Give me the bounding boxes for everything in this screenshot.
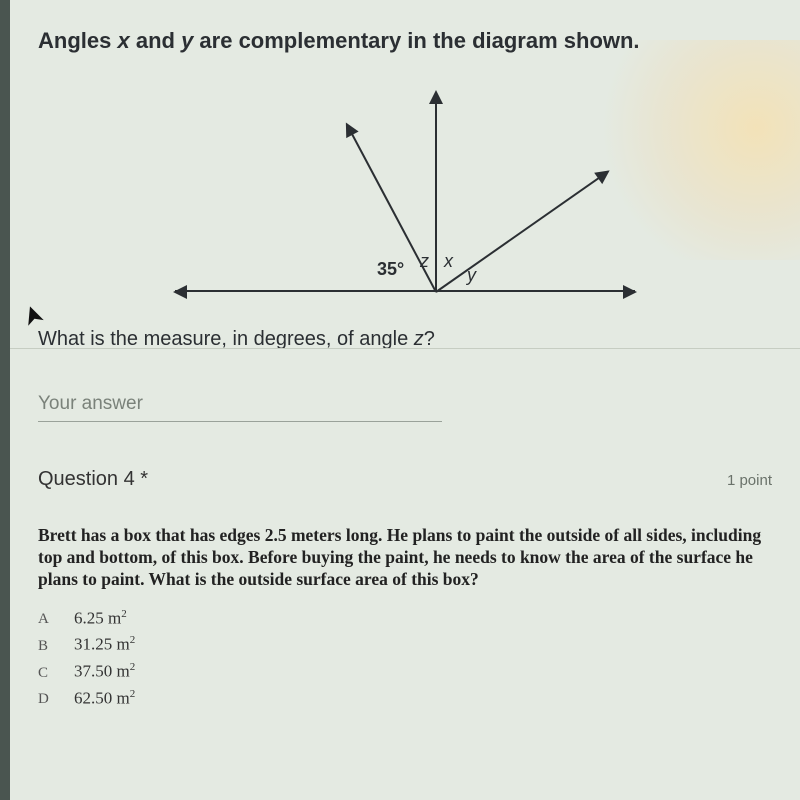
arrowhead-icon bbox=[340, 119, 359, 138]
diagram-container: 35° z x y bbox=[38, 62, 772, 302]
answer-input[interactable]: Your answer bbox=[38, 393, 442, 422]
option-value: 31.25 m2 bbox=[74, 634, 135, 655]
q4-points: 1 point bbox=[727, 472, 772, 489]
ray-90 bbox=[435, 92, 437, 292]
option-a[interactable]: A 6.25 m2 bbox=[38, 605, 772, 632]
ray-35 bbox=[435, 171, 608, 293]
angle-diagram: 35° z x y bbox=[175, 62, 635, 302]
q3-var-y: y bbox=[181, 28, 193, 53]
q4-options: A 6.25 m2 B 31.25 m2 C 37.50 m2 D 62.50 … bbox=[38, 605, 772, 712]
q4-paragraph: Brett has a box that has edges 2.5 meter… bbox=[38, 525, 772, 591]
option-value: 62.50 m2 bbox=[74, 688, 135, 709]
q3-stem-mid: and bbox=[130, 28, 181, 53]
option-letter: A bbox=[38, 611, 56, 628]
baseline bbox=[175, 290, 635, 292]
q3-sub-post: ? bbox=[424, 328, 435, 350]
divider bbox=[10, 348, 800, 349]
q4-heading: Question 4 * bbox=[38, 468, 148, 491]
option-letter: C bbox=[38, 665, 56, 682]
q3-sub-var: z bbox=[414, 328, 424, 350]
q3-stem: Angles x and y are complementary in the … bbox=[38, 28, 772, 54]
label-x: x bbox=[444, 251, 453, 272]
label-z: z bbox=[420, 251, 429, 272]
option-letter: B bbox=[38, 638, 56, 655]
q3-sub-pre: What is the measure, in degrees, of angl… bbox=[38, 328, 414, 350]
label-y: y bbox=[467, 265, 476, 286]
page-surface: Angles x and y are complementary in the … bbox=[10, 0, 800, 800]
arrow-left-icon bbox=[173, 285, 187, 299]
option-letter: D bbox=[38, 691, 56, 708]
q3-stem-post: are complementary in the diagram shown. bbox=[193, 28, 639, 53]
q3-stem-pre: Angles bbox=[38, 28, 117, 53]
option-d[interactable]: D 62.50 m2 bbox=[38, 685, 772, 712]
q3-var-x: x bbox=[117, 28, 129, 53]
label-35: 35° bbox=[377, 259, 404, 280]
arrowhead-icon bbox=[594, 165, 613, 184]
arrowhead-icon bbox=[429, 90, 443, 104]
arrow-right-icon bbox=[623, 285, 637, 299]
option-value: 6.25 m2 bbox=[74, 608, 127, 629]
q4-header: Question 4 * 1 point bbox=[38, 468, 772, 491]
option-c[interactable]: C 37.50 m2 bbox=[38, 658, 772, 685]
option-value: 37.50 m2 bbox=[74, 661, 135, 682]
answer-placeholder: Your answer bbox=[38, 393, 143, 414]
option-b[interactable]: B 31.25 m2 bbox=[38, 631, 772, 658]
